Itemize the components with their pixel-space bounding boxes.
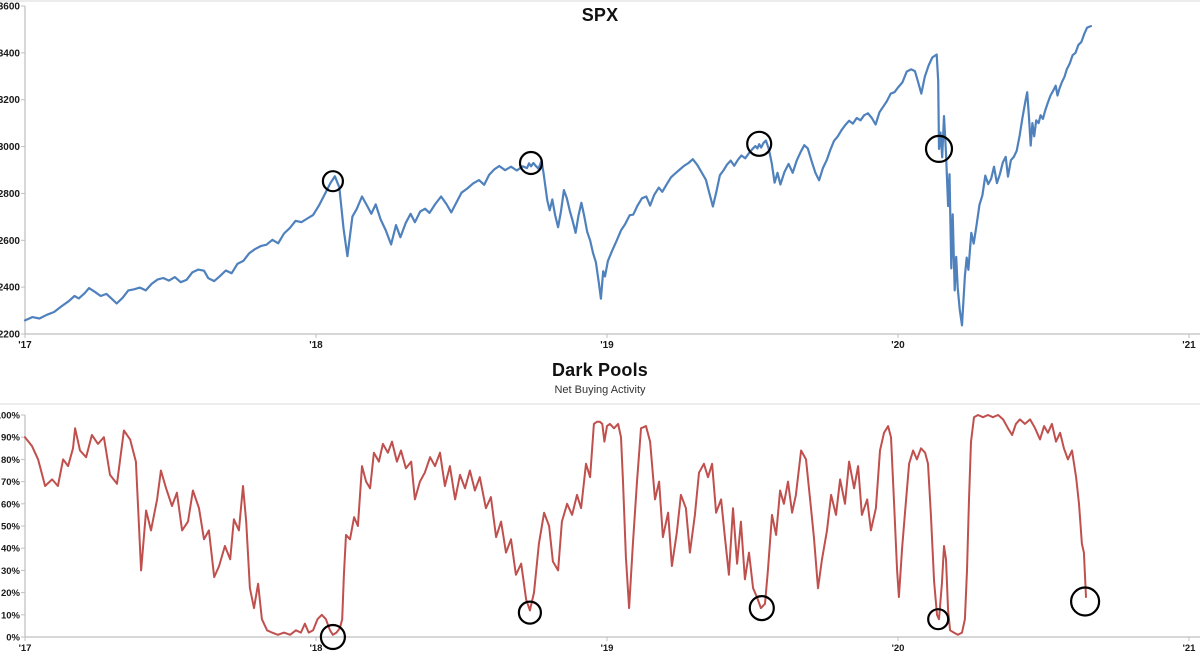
x-tick-label: '17 <box>19 643 32 654</box>
y-tick-label: 3200 <box>0 95 20 106</box>
y-tick-label: 3000 <box>0 142 20 153</box>
y-tick-label: 0% <box>6 633 20 644</box>
y-tick-label: 60% <box>1 499 21 510</box>
x-tick-label: '18 <box>310 643 323 654</box>
y-tick-label: 3400 <box>0 48 20 59</box>
y-tick-label: 10% <box>1 610 21 621</box>
dark-pools-annotation-circle <box>927 608 950 631</box>
spx-chart-title: SPX <box>581 5 619 25</box>
spx-annotation-circle <box>924 134 954 163</box>
dark-pools-annotation-circle <box>1069 586 1101 617</box>
y-tick-label: 20% <box>1 588 21 599</box>
spx-series-line <box>23 25 1093 327</box>
spx-annotation-circle <box>746 130 773 157</box>
y-tick-label: 40% <box>1 544 21 555</box>
y-tick-label: 2600 <box>0 236 20 247</box>
x-tick-label: '19 <box>600 340 614 351</box>
spx-chart: 2200 2400 2600 2800 3000 3200 3400 3600 '17 '18 '1… <box>0 0 1200 351</box>
x-tick-label: '21 <box>1182 340 1196 351</box>
x-tick-label: '17 <box>18 340 32 351</box>
y-tick-label: 50% <box>1 522 21 533</box>
y-tick-label: 80% <box>1 455 21 466</box>
dark-pools-chart-subtitle: Net Buying Activity <box>554 384 646 396</box>
x-tick-label: '18 <box>309 340 323 351</box>
y-tick-label: 100% <box>0 411 21 422</box>
dark-pools-chart: 0% 10% 20% 30% 40% 50% 60% 70% 80% 90% 100% '17 '18 '… <box>0 403 1200 654</box>
dark-pools-annotation-circle <box>748 594 775 622</box>
y-tick-label: 2200 <box>0 330 20 341</box>
x-tick-label: '20 <box>891 340 905 351</box>
spx-annotation-circle <box>321 170 344 193</box>
dark-pools-chart-title: Dark Pools <box>551 360 649 380</box>
x-tick-label: '20 <box>892 643 905 654</box>
y-tick-label: 70% <box>1 477 21 488</box>
dark-pools-series-line <box>24 414 1087 636</box>
y-tick-label: 90% <box>1 433 21 444</box>
y-tick-label: 30% <box>1 566 21 577</box>
dark-pools-annotation-circle <box>517 600 543 625</box>
dark-pools-annotation-circle <box>319 623 346 651</box>
y-tick-label: 2800 <box>0 189 20 200</box>
x-tick-label: '19 <box>601 643 614 654</box>
y-tick-label: 2400 <box>0 283 20 294</box>
spx-annotation-circle <box>518 150 544 176</box>
x-tick-label: '21 <box>1183 643 1197 654</box>
y-tick-label: 3600 <box>0 2 20 13</box>
